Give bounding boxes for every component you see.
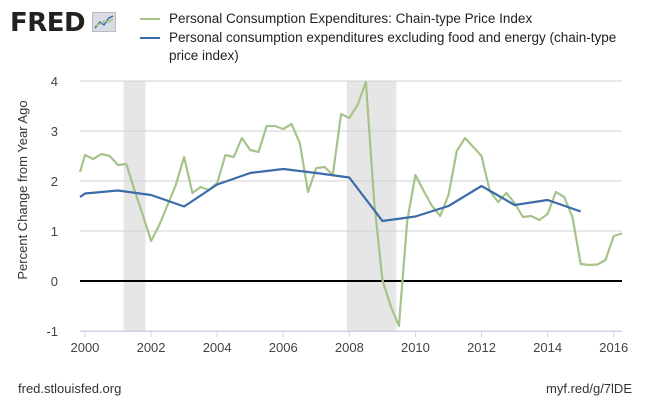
- y-tick-label: 0: [51, 274, 58, 289]
- legend-item-core-pce[interactable]: Personal consumption expenditures exclud…: [140, 29, 619, 65]
- y-axis-label: Percent Change from Year Ago: [15, 100, 30, 279]
- x-axis: 2000 2002 2004 2006 2008 2010 2012 2014 2016: [70, 331, 628, 355]
- source-link[interactable]: fred.stlouisfed.org: [18, 381, 122, 396]
- y-tick-label: 1: [51, 224, 58, 239]
- y-tick-label: -1: [46, 324, 58, 339]
- series-line-pce: [78, 80, 623, 328]
- x-tick-label: 2012: [467, 340, 496, 355]
- x-tick-label: 2008: [335, 340, 364, 355]
- x-tick-label: 2000: [70, 340, 99, 355]
- legend-swatch: [140, 18, 160, 20]
- fred-logo-graph-icon: [92, 12, 116, 32]
- x-tick-label: 2016: [599, 340, 628, 355]
- recession-band: [123, 81, 146, 331]
- y-tick-label: 4: [51, 74, 58, 89]
- legend-label: Personal Consumption Expenditures: Chain…: [169, 11, 533, 26]
- legend-item-pce[interactable]: Personal Consumption Expenditures: Chain…: [140, 10, 619, 28]
- x-tick-label: 2004: [203, 340, 232, 355]
- recession-shading: [123, 81, 397, 331]
- y-axis: -1 0 1 2 3 4: [46, 74, 58, 339]
- x-tick-label: 2010: [401, 340, 430, 355]
- series-line-core-pce: [79, 167, 582, 223]
- y-tick-label: 2: [51, 174, 58, 189]
- legend-label: Personal consumption expenditures exclud…: [169, 30, 617, 63]
- short-url-link[interactable]: myf.red/g/7lDE: [546, 381, 632, 396]
- x-tick-label: 2006: [269, 340, 298, 355]
- x-tick-label: 2002: [137, 340, 166, 355]
- legend-swatch: [140, 37, 160, 39]
- y-tick-label: 3: [51, 124, 58, 139]
- fred-logo[interactable]: FRED: [10, 8, 86, 38]
- x-tick-label: 2014: [533, 340, 562, 355]
- series-lines: [78, 80, 623, 328]
